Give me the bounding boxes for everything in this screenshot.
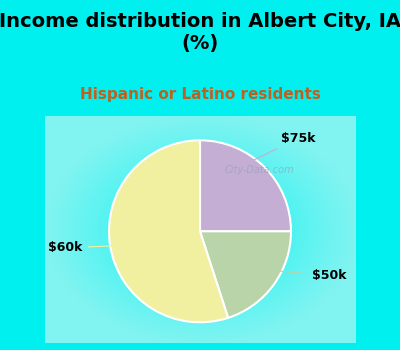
Wedge shape — [200, 140, 291, 231]
Wedge shape — [109, 140, 228, 322]
Wedge shape — [200, 231, 291, 318]
Text: $50k: $50k — [277, 269, 346, 282]
Text: Hispanic or Latino residents: Hispanic or Latino residents — [80, 87, 320, 102]
Text: $60k: $60k — [48, 241, 135, 254]
Text: City-Data.com: City-Data.com — [225, 165, 294, 175]
Text: Income distribution in Albert City, IA
(%): Income distribution in Albert City, IA (… — [0, 12, 400, 53]
Text: $75k: $75k — [246, 132, 316, 164]
